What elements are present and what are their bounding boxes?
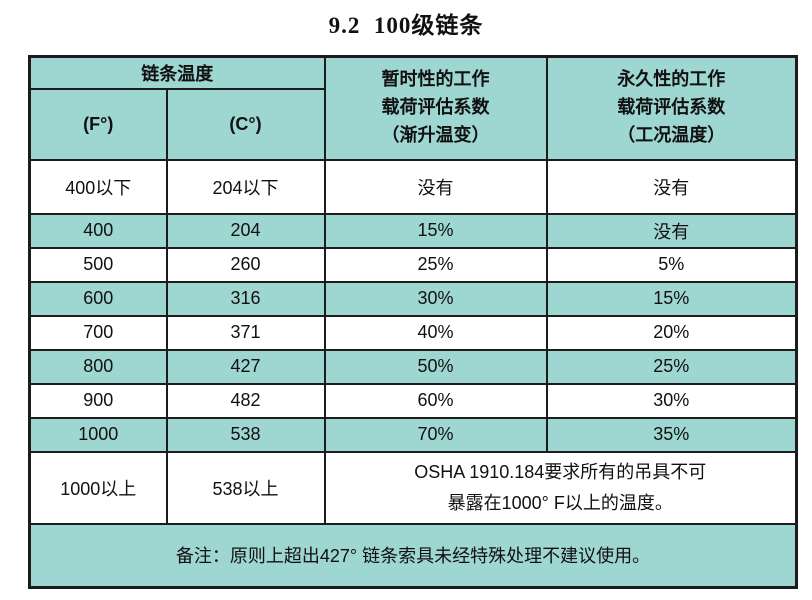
- cell-celsius: 371: [165, 314, 326, 351]
- header-temporary-factor: 暂时性的工作 载荷评估系数 （渐升温变）: [323, 55, 548, 161]
- header-row-group: 链条温度 暂时性的工作 载荷评估系数 （渐升温变） 永久性的工作 载荷评估系数 …: [28, 55, 798, 161]
- table-row: 400 204 15% 没有: [28, 212, 798, 249]
- temperature-rating-table: 链条温度 暂时性的工作 载荷评估系数 （渐升温变） 永久性的工作 载荷评估系数 …: [28, 55, 798, 589]
- cell-permanent-factor: 15%: [545, 280, 798, 317]
- cell-fahrenheit: 1000以上: [28, 450, 168, 525]
- cell-celsius: 316: [165, 280, 326, 317]
- cell-fahrenheit: 700: [28, 314, 168, 351]
- cell-fahrenheit: 600: [28, 280, 168, 317]
- cell-temporary-factor: 50%: [323, 348, 548, 385]
- cell-temporary-factor: 60%: [323, 382, 548, 419]
- cell-celsius: 260: [165, 246, 326, 283]
- header-permanent-factor: 永久性的工作 载荷评估系数 （工况温度）: [545, 55, 798, 161]
- cell-fahrenheit: 900: [28, 382, 168, 419]
- table-row-overlimit: 1000以上 538以上 OSHA 1910.184要求所有的吊具不可 暴露在1…: [28, 450, 798, 525]
- osha-note-cell: OSHA 1910.184要求所有的吊具不可 暴露在1000° F以上的温度。: [323, 450, 798, 525]
- table-row-footnote: 备注：原则上超出427° 链条索具未经特殊处理不建议使用。: [28, 522, 798, 589]
- cell-permanent-factor: 没有: [545, 212, 798, 249]
- cell-fahrenheit: 500: [28, 246, 168, 283]
- cell-permanent-factor: 35%: [545, 416, 798, 453]
- table-row: 700 371 40% 20%: [28, 314, 798, 351]
- table-row: 400以下 204以下 没有 没有: [28, 158, 798, 215]
- cell-temporary-factor: 30%: [323, 280, 548, 317]
- table-row: 800 427 50% 25%: [28, 348, 798, 385]
- header-row-units: (F°) (C°): [28, 87, 797, 161]
- header-celsius: (C°): [165, 87, 326, 161]
- cell-permanent-factor: 5%: [545, 246, 798, 283]
- cell-permanent-factor: 25%: [545, 348, 798, 385]
- header-chain-temperature: 链条温度: [28, 55, 326, 90]
- cell-temporary-factor: 70%: [323, 416, 548, 453]
- cell-temporary-factor: 40%: [323, 314, 548, 351]
- table-row: 1000 538 70% 35%: [28, 416, 798, 453]
- cell-celsius: 538以上: [165, 450, 326, 525]
- cell-fahrenheit: 800: [28, 348, 168, 385]
- cell-permanent-factor: 30%: [545, 382, 798, 419]
- cell-celsius: 204以下: [165, 158, 326, 215]
- section-title: 9.2 100级链条: [328, 13, 484, 38]
- cell-temporary-factor: 25%: [323, 246, 548, 283]
- cell-fahrenheit: 1000: [28, 416, 168, 453]
- cell-celsius: 482: [165, 382, 326, 419]
- cell-temporary-factor: 没有: [323, 158, 548, 215]
- cell-permanent-factor: 没有: [545, 158, 798, 215]
- cell-fahrenheit: 400: [28, 212, 168, 249]
- table-row: 600 316 30% 15%: [28, 280, 798, 317]
- cell-celsius: 204: [165, 212, 326, 249]
- cell-permanent-factor: 20%: [545, 314, 798, 351]
- footnote-cell: 备注：原则上超出427° 链条索具未经特殊处理不建议使用。: [28, 522, 798, 589]
- cell-celsius: 427: [165, 348, 326, 385]
- table-row: 900 482 60% 30%: [28, 382, 798, 419]
- table-row: 500 260 25% 5%: [28, 246, 798, 283]
- cell-celsius: 538: [165, 416, 326, 453]
- header-fahrenheit: (F°): [28, 87, 168, 161]
- cell-temporary-factor: 15%: [323, 212, 548, 249]
- cell-fahrenheit: 400以下: [28, 158, 168, 215]
